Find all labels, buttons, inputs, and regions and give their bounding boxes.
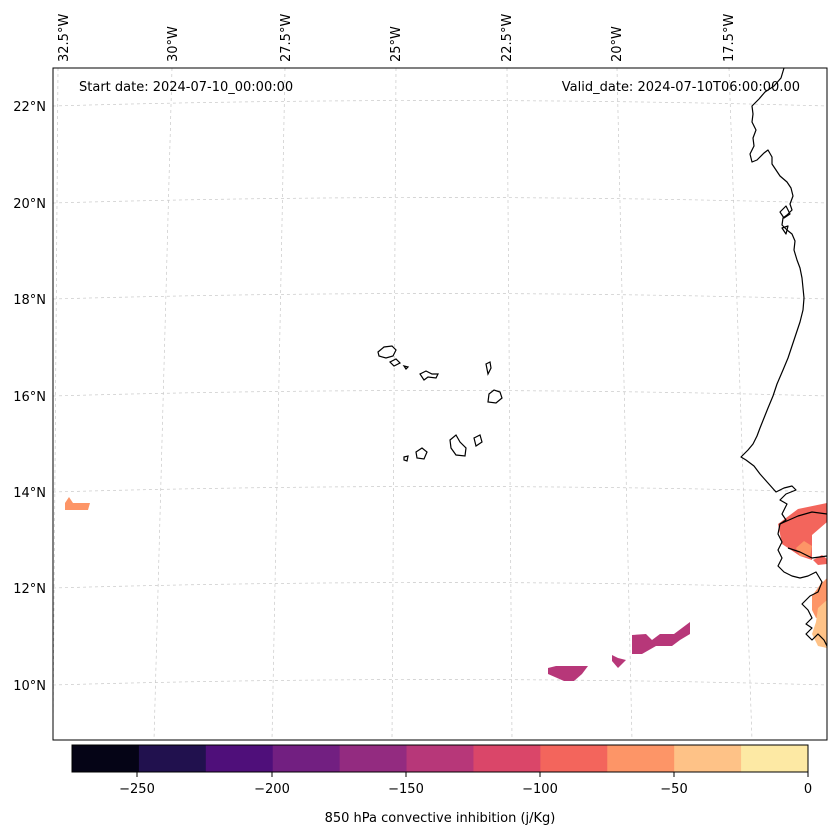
colorbar-segment-10 (674, 745, 742, 772)
senegal-inlet (779, 511, 828, 525)
lon-label-25w: 25°W (389, 26, 404, 62)
lon-label-32-5w: 32.5°W (57, 14, 72, 62)
island-santiago (449, 434, 467, 457)
cbar-tick-label-6: 0 (804, 782, 812, 797)
lon-label-27-5w: 27.5°W (279, 14, 294, 62)
colorbar-segment-1 (72, 745, 140, 772)
colorbar-frame (71, 744, 809, 773)
colorbar (71, 744, 809, 773)
cin-shading (65, 497, 827, 681)
lat-label-18n: 18°N (13, 293, 46, 308)
colorbar-segment-5 (339, 745, 408, 772)
cin-region-coast-small (813, 555, 827, 565)
lon-label-30w: 30°W (166, 26, 181, 62)
island-boa-vista (487, 389, 503, 404)
valid-date-label: Valid_date: 2024-07-10T06:00:00.00 (562, 80, 800, 95)
colorbar-ticks: −250 −200 −150 −100 −50 0 (119, 772, 812, 797)
island-sao-nicolau (419, 370, 439, 381)
cin-region-coast-red (778, 503, 827, 560)
latitude-labels: 22°N 20°N 18°N 16°N 14°N 12°N 10°N (13, 100, 46, 694)
lon-label-22-5w: 22.5°W (500, 14, 515, 62)
cin-region-coast-orange (796, 541, 812, 557)
cbar-tick-label-1: −250 (119, 782, 155, 797)
colorbar-segment-7 (473, 745, 541, 772)
gambia-river (787, 547, 828, 559)
island-maio (473, 434, 483, 447)
colorbar-segment-4 (272, 745, 341, 772)
island-sao-vicente (388, 358, 402, 367)
lon-label-17-5w: 17.5°W (722, 14, 737, 62)
colorbar-segment-11 (741, 745, 809, 772)
colorbar-segment-9 (607, 745, 675, 772)
lat-label-22n: 22°N (13, 100, 46, 115)
cin-region-west (65, 497, 90, 510)
cin-region-south-small (612, 655, 626, 668)
colorbar-segment-2 (138, 745, 207, 772)
island-santa-luzia (402, 365, 410, 370)
lat-label-14n: 14°N (13, 486, 46, 501)
lat-label-12n: 12°N (13, 582, 46, 597)
island-santo-antao (377, 345, 397, 359)
gridlines (52, 67, 828, 741)
cin-region-south (548, 666, 588, 681)
colorbar-segment-8 (540, 745, 608, 772)
lat-label-10n: 10°N (13, 679, 46, 694)
cbar-tick-label-4: −100 (522, 782, 558, 797)
cin-region-southeast (632, 622, 690, 654)
longitude-labels: 32.5°W 30°W 27.5°W 25°W 22.5°W 20°W 17.5… (57, 14, 737, 62)
colorbar-title: 850 hPa convective inhibition (j/Kg) (325, 811, 556, 826)
cbar-tick-label-2: −200 (254, 782, 290, 797)
coast-islet-2 (781, 225, 789, 235)
lat-label-20n: 20°N (13, 197, 46, 212)
colorbar-segment-6 (406, 745, 474, 772)
island-fogo (415, 447, 428, 460)
lon-label-20w: 20°W (610, 26, 625, 62)
coast-islet-1 (779, 205, 791, 219)
cbar-tick-label-5: −50 (660, 782, 687, 797)
map-frame (52, 67, 828, 741)
cbar-tick-label-3: −150 (388, 782, 424, 797)
island-brava (403, 455, 409, 462)
africa-coastline (740, 67, 828, 647)
lat-label-16n: 16°N (13, 390, 46, 405)
cape-verde-islands (377, 345, 503, 462)
colorbar-segment-3 (205, 745, 274, 772)
start-date-label: Start date: 2024-07-10_00:00:00 (79, 80, 293, 95)
island-sal (485, 361, 492, 376)
